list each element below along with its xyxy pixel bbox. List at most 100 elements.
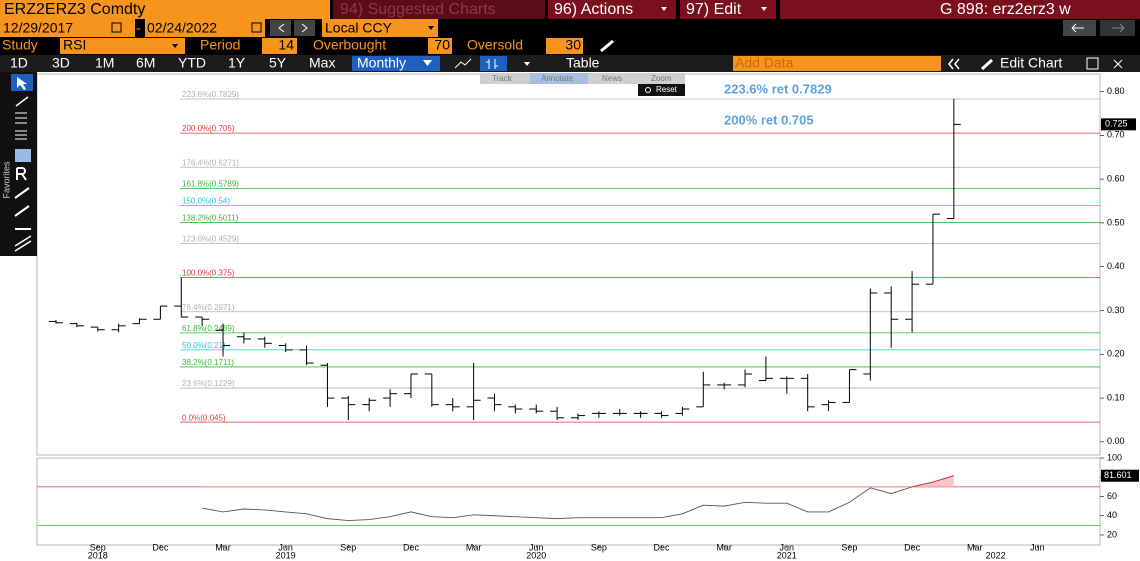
edit-button[interactable]	[680, 0, 776, 19]
favorites-label: Favorites	[1, 161, 11, 199]
line-tool[interactable]	[15, 96, 29, 107]
study-field[interactable]	[60, 38, 185, 54]
pencil-icon[interactable]	[600, 39, 614, 53]
period-button[interactable]: 6M	[136, 55, 155, 71]
period-button[interactable]: 1M	[95, 55, 114, 71]
year-label: 2021	[777, 550, 797, 560]
frequency-button[interactable]	[352, 56, 440, 71]
channel-tool[interactable]	[14, 235, 32, 252]
fib-label: 50.0%(0.21)	[182, 341, 226, 350]
table-button[interactable]: Table	[566, 55, 600, 71]
add-data-field[interactable]	[733, 56, 941, 71]
retracement-tool[interactable]	[15, 130, 27, 140]
chart-tool[interactable]: Track	[492, 74, 513, 83]
x-tick-label: Sep	[340, 542, 356, 552]
fib-label: 176.4%(0.6271)	[182, 158, 239, 167]
period-button[interactable]: 3D	[52, 55, 70, 71]
overbought-field[interactable]	[428, 38, 452, 54]
chart-background	[0, 72, 1140, 561]
chart-tool[interactable]: Zoom	[651, 74, 672, 83]
suggested-button[interactable]	[333, 0, 545, 19]
r-tool[interactable]	[16, 167, 27, 181]
close-icon[interactable]	[1113, 59, 1123, 69]
last-price: 0.725	[1105, 119, 1128, 129]
calendar-icon[interactable]	[251, 22, 262, 33]
period-button[interactable]: YTD	[178, 55, 206, 71]
x-tick-label: Sep	[90, 542, 106, 552]
annotate-highlight	[530, 73, 588, 84]
edit-chart-button[interactable]: Edit Chart	[1000, 55, 1062, 71]
x-tick-label: Dec	[403, 542, 420, 552]
pencil-icon	[980, 58, 994, 71]
drawing-sidebar	[0, 72, 37, 256]
rectangle-tool[interactable]	[15, 149, 31, 162]
chart-tool[interactable]: News	[602, 74, 622, 83]
year-label: 2019	[276, 550, 296, 560]
period-button[interactable]: 1Y	[228, 55, 246, 71]
prev-arrow	[278, 23, 285, 33]
fib-label: 138.2%(0.5011)	[182, 214, 239, 223]
x-tick-label: Sep	[591, 542, 607, 552]
fib-tool[interactable]	[15, 112, 27, 124]
reset-button[interactable]	[638, 84, 685, 96]
year-label: 2018	[88, 550, 108, 560]
x-tick-label: Sep	[841, 542, 857, 552]
ray-tool[interactable]	[14, 205, 30, 217]
dropdown-arrow	[761, 7, 767, 11]
period-button[interactable]: 5Y	[269, 55, 287, 71]
x-tick-label: Dec	[654, 542, 671, 552]
currency-field[interactable]	[322, 19, 438, 37]
fib-label: 0.0%(0.045)	[182, 413, 226, 422]
overbought-fill	[912, 475, 954, 487]
reset-icon	[645, 87, 651, 93]
chart-tool[interactable]: Annotate	[541, 74, 574, 83]
y-tick-label: 0.40	[1107, 261, 1125, 271]
fib-label: 61.8%(0.2489)	[182, 324, 235, 333]
suggested-label: 94) Suggested Charts	[340, 1, 496, 18]
currency: Local CCY	[325, 20, 393, 36]
dropdown-arrow	[428, 26, 434, 30]
x-tick-label: Jun	[1030, 542, 1045, 552]
calendar-icon[interactable]	[111, 22, 122, 33]
period-button[interactable]: 1D	[10, 55, 28, 71]
trend-tool[interactable]	[14, 187, 30, 199]
cursor-icon	[17, 77, 27, 90]
line-chart-icon[interactable]	[454, 58, 472, 69]
actions-label: 96) Actions	[554, 1, 633, 18]
period-field[interactable]	[262, 38, 297, 54]
prev-button[interactable]	[270, 20, 291, 36]
x-tick-label: Dec	[904, 542, 921, 552]
bar-type-button[interactable]	[480, 56, 507, 71]
x-tick-label: Jun	[278, 542, 293, 552]
y-tick-label: 20	[1107, 529, 1117, 539]
date-separator: -	[136, 20, 141, 36]
last-rsi-box	[1101, 469, 1139, 482]
next-button[interactable]	[294, 20, 315, 36]
function-code: G 898: erz2erz3 w	[940, 1, 1071, 18]
overbought-label: Overbought	[313, 37, 386, 53]
collapse-icon[interactable]	[948, 58, 960, 70]
actions-button[interactable]	[548, 0, 676, 19]
year-label: 2020	[526, 550, 546, 560]
fib-label: 123.6%(0.4529)	[182, 235, 239, 244]
x-tick-label: Mar	[215, 542, 231, 552]
fib-label: 23.6%(0.1229)	[182, 379, 235, 388]
y-tick-label: 100	[1107, 452, 1122, 462]
y-tick-label: 0.10	[1107, 392, 1125, 402]
reset-label: Reset	[656, 85, 678, 94]
x-tick-label: Mar	[967, 542, 983, 552]
x-tick-label: Jun	[529, 542, 544, 552]
undo-icon	[1071, 23, 1084, 33]
period-button[interactable]: Max	[309, 55, 335, 71]
oversold-field[interactable]	[546, 38, 583, 54]
study-name: RSI	[63, 37, 86, 53]
study-label: Study	[2, 37, 38, 53]
fib-label: 223.6%(0.7829)	[182, 90, 239, 99]
annotation: 200% ret 0.705	[724, 112, 814, 127]
start-date-field[interactable]	[0, 19, 135, 37]
settings-icon[interactable]	[1086, 57, 1099, 70]
x-tick-label: Mar	[716, 542, 732, 552]
end-date-field[interactable]	[145, 19, 265, 37]
security-field[interactable]	[0, 0, 330, 19]
